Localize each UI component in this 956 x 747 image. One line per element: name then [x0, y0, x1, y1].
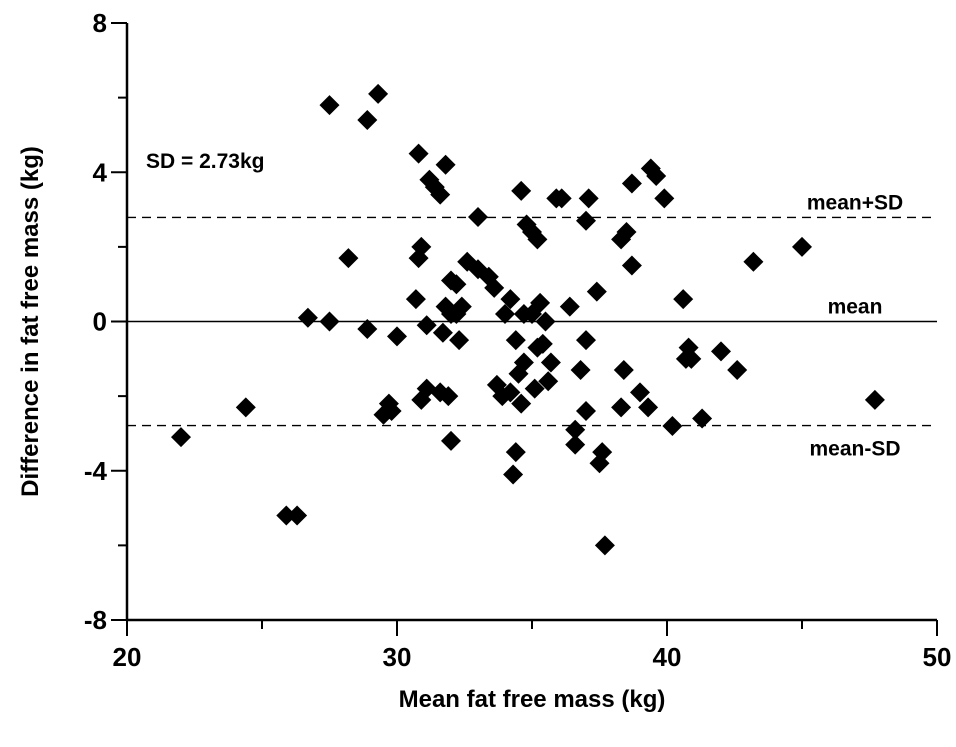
- data-point: [638, 397, 659, 418]
- data-point: [576, 330, 596, 351]
- data-point: [511, 393, 532, 414]
- data-point: [586, 281, 607, 302]
- data-point: [611, 397, 632, 418]
- data-point: [576, 210, 596, 231]
- data-point: [411, 389, 432, 410]
- data-point: [319, 311, 340, 332]
- data-point: [441, 430, 461, 451]
- data-point: [864, 389, 885, 410]
- data-point: [621, 173, 642, 194]
- data-point: [446, 274, 467, 295]
- y-tick-label: -4: [84, 456, 108, 486]
- data-point: [338, 248, 359, 269]
- x-tick-label: 30: [383, 642, 412, 672]
- axes: 20 30 40 50 -8 -4 0 4 8: [84, 8, 952, 672]
- data-point: [727, 360, 748, 381]
- x-tick-label: 50: [923, 642, 952, 672]
- data-point: [681, 348, 702, 369]
- data-point: [287, 505, 308, 526]
- data-point: [416, 315, 437, 336]
- data-point: [565, 419, 586, 440]
- data-point: [297, 307, 318, 328]
- data-point: [430, 184, 451, 205]
- data-point: [616, 221, 637, 242]
- x-axis-ticks: 20 30 40 50: [113, 620, 952, 672]
- data-point: [357, 318, 378, 339]
- data-point: [500, 289, 521, 310]
- data-point: [319, 95, 340, 116]
- data-point: [551, 188, 572, 209]
- y-tick-label: 8: [93, 8, 107, 38]
- data-point: [387, 326, 407, 347]
- data-point: [530, 292, 551, 313]
- data-point: [505, 330, 526, 351]
- data-point: [594, 535, 615, 556]
- data-point: [654, 188, 675, 209]
- y-axis-ticks: -8 -4 0 4 8: [84, 8, 127, 635]
- data-point: [503, 464, 524, 485]
- data-point: [589, 453, 610, 474]
- data-point: [446, 304, 467, 325]
- data-point: [408, 143, 429, 164]
- data-point: [559, 296, 580, 317]
- data-point: [524, 378, 545, 399]
- data-point: [484, 277, 505, 298]
- data-point: [540, 352, 561, 373]
- data-point: [368, 83, 389, 104]
- data-point: [495, 304, 515, 325]
- data-point: [373, 404, 394, 425]
- data-point: [621, 255, 642, 276]
- data-point: [449, 330, 470, 351]
- data-point: [578, 188, 599, 209]
- data-point: [505, 442, 526, 463]
- x-tick-label: 20: [113, 642, 142, 672]
- y-axis-title: Difference in fat free mass (kg): [17, 146, 44, 497]
- data-point: [646, 165, 667, 186]
- data-point: [405, 289, 426, 310]
- data-point: [432, 322, 453, 343]
- data-point: [535, 311, 556, 332]
- data-point: [570, 360, 591, 381]
- data-point: [468, 207, 488, 228]
- data-point: [692, 408, 713, 429]
- data-point: [235, 397, 256, 418]
- data-point: [630, 382, 650, 403]
- data-point: [435, 154, 456, 175]
- x-tick-label: 40: [653, 642, 682, 672]
- reference-line-label: mean: [828, 296, 883, 319]
- data-point: [576, 401, 596, 422]
- data-point: [538, 371, 559, 392]
- data-point: [357, 110, 378, 131]
- y-tick-label: 0: [93, 307, 107, 337]
- data-point: [171, 427, 191, 448]
- data-point: [565, 434, 586, 455]
- y-tick-label: 4: [93, 157, 108, 187]
- data-point: [673, 289, 694, 310]
- data-point: [743, 251, 764, 272]
- data-point: [438, 386, 459, 407]
- data-point: [276, 505, 297, 526]
- y-tick-label: -8: [84, 605, 107, 635]
- x-axis-title: Mean fat free mass (kg): [399, 686, 666, 713]
- data-point: [500, 382, 521, 403]
- data-point: [711, 341, 731, 362]
- data-point: [613, 360, 634, 381]
- data-point: [408, 248, 429, 269]
- reference-line-label: mean+SD: [807, 191, 903, 214]
- data-point: [508, 363, 529, 384]
- data-point: [527, 229, 548, 250]
- sd-annotation: SD = 2.73kg: [146, 150, 264, 173]
- data-point: [792, 236, 812, 257]
- reference-line-label: mean-SD: [809, 438, 900, 461]
- data-point: [662, 415, 683, 436]
- data-point: [511, 180, 532, 201]
- data-points: [171, 83, 885, 556]
- data-point: [532, 333, 553, 354]
